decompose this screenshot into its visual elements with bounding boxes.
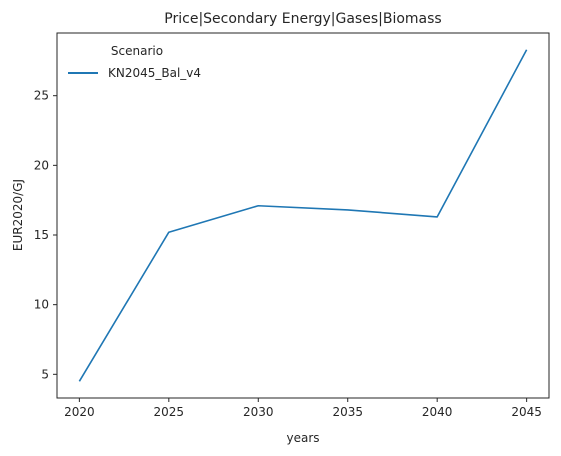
series-layer [78, 49, 528, 382]
plot-frame [56, 32, 550, 399]
y-axis: 5 10 15 20 25 [34, 89, 57, 381]
x-tick-label: 2045 [511, 405, 542, 419]
x-axis: 2020 2025 2030 2035 2040 2045 [64, 398, 542, 419]
plot-area [56, 32, 550, 399]
x-tick-label: 2040 [422, 405, 453, 419]
y-tick-label: 25 [34, 89, 49, 103]
legend-label-kn2045-bal-v4: KN2045_Bal_v4 [108, 66, 201, 80]
legend: Scenario KN2045_Bal_v4 [68, 44, 201, 80]
x-tick-label: 2030 [243, 405, 274, 419]
y-tick-label: 5 [41, 367, 49, 381]
x-tick-label: 2025 [154, 405, 185, 419]
series-line-0 [78, 49, 528, 382]
y-tick-label: 20 [34, 158, 49, 172]
x-tick-label: 2020 [64, 405, 95, 419]
x-tick-label: 2035 [332, 405, 363, 419]
y-axis-label: EUR2020/GJ [11, 179, 25, 251]
y-tick-label: 10 [34, 298, 49, 312]
x-axis-label: years [286, 431, 319, 445]
y-tick-label: 15 [34, 228, 49, 242]
legend-title: Scenario [111, 44, 163, 58]
chart-title: Price|Secondary Energy|Gases|Biomass [164, 11, 441, 27]
